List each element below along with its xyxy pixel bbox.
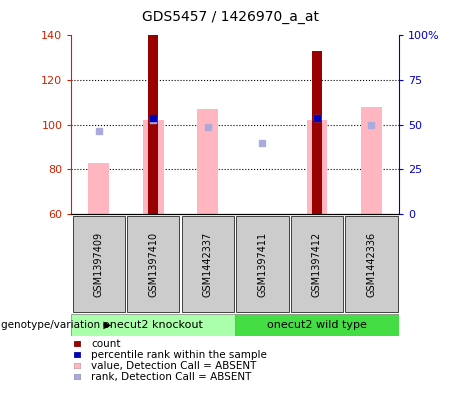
Text: value, Detection Call = ABSENT: value, Detection Call = ABSENT (91, 361, 257, 371)
Text: count: count (91, 339, 121, 349)
Text: onecut2 knockout: onecut2 knockout (103, 320, 203, 330)
Text: GSM1397410: GSM1397410 (148, 232, 158, 297)
Bar (345, 216, 398, 312)
Bar (361, 107, 382, 214)
Bar (236, 216, 289, 312)
Text: GSM1442336: GSM1442336 (366, 232, 377, 297)
Bar (312, 51, 322, 214)
Text: GSM1397409: GSM1397409 (94, 232, 104, 297)
Bar (148, 35, 158, 214)
Text: GSM1397411: GSM1397411 (257, 232, 267, 297)
Text: rank, Detection Call = ABSENT: rank, Detection Call = ABSENT (91, 372, 252, 382)
Bar (307, 120, 327, 214)
Bar (127, 216, 179, 312)
Text: GSM1442337: GSM1442337 (203, 231, 213, 297)
Bar (197, 109, 218, 214)
Text: genotype/variation ▶: genotype/variation ▶ (1, 320, 111, 330)
Text: percentile rank within the sample: percentile rank within the sample (91, 350, 267, 360)
Bar (89, 163, 109, 214)
Bar (143, 120, 164, 214)
Bar (182, 216, 234, 312)
Text: GDS5457 / 1426970_a_at: GDS5457 / 1426970_a_at (142, 10, 319, 24)
Bar (291, 216, 343, 312)
Bar (72, 216, 125, 312)
Text: GSM1397412: GSM1397412 (312, 231, 322, 297)
Text: onecut2 wild type: onecut2 wild type (267, 320, 367, 330)
